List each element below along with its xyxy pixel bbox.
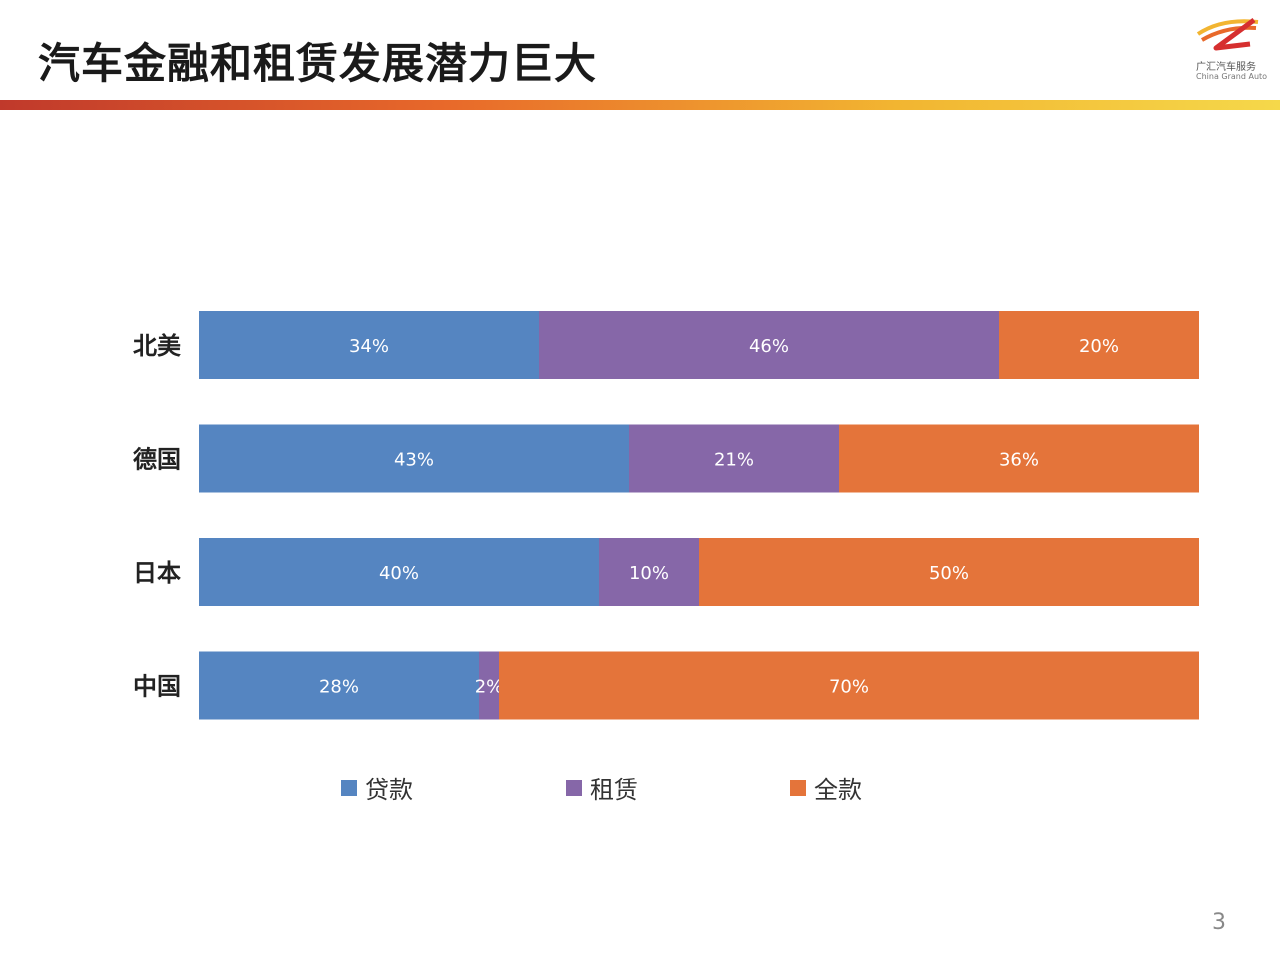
data-label: 10% [629,563,669,584]
data-label: 28% [319,677,359,698]
category-label: 北美 [133,332,181,360]
bar-segment-lease [539,311,999,379]
header-divider [0,100,1280,110]
data-label: 21% [714,450,754,471]
bar-segment-cash [699,538,1199,606]
stacked-bar-chart: 北美 34% 46% 20% 德国 43% 21% 36% 日本 40% 10% 50% 中国 28% 2%… [133,311,1199,804]
bar-segment-lease [629,424,839,493]
logo-text-cn: 广汇汽车服务 [1196,62,1256,73]
category-label: 中国 [133,673,181,701]
bar-segment-lease [599,538,699,606]
bar-segment-loan [199,424,629,493]
data-label: 46% [749,336,789,357]
data-label: 40% [379,563,419,584]
legend-label-cash: 全款 [814,776,862,804]
page-number: 3 [1212,910,1226,935]
data-label: 34% [349,336,389,357]
bar-segment-cash [499,651,1199,720]
data-label: 50% [929,563,969,584]
logo-text-en: China Grand Auto [1196,72,1268,81]
bar-segment-loan [199,651,479,720]
legend-swatch-loan [341,780,357,796]
bar-segment-cash [999,311,1199,379]
data-label: 36% [999,450,1039,471]
legend-label-loan: 贷款 [365,776,413,804]
bar-segment-loan [199,538,599,606]
data-label: 2% [475,677,504,698]
data-label: 20% [1079,336,1119,357]
category-label: 日本 [133,559,181,587]
company-logo-icon [1196,17,1259,51]
page-title: 汽车金融和租赁发展潜力巨大 [38,39,598,88]
category-label: 德国 [133,446,181,474]
data-label: 70% [829,677,869,698]
bar-segment-cash [839,424,1199,493]
legend-label-lease: 租赁 [590,776,638,804]
data-label: 43% [394,450,434,471]
bar-segment-lease [479,651,499,720]
legend-swatch-lease [566,780,582,796]
legend-swatch-cash [790,780,806,796]
bar-segment-loan [199,311,539,379]
